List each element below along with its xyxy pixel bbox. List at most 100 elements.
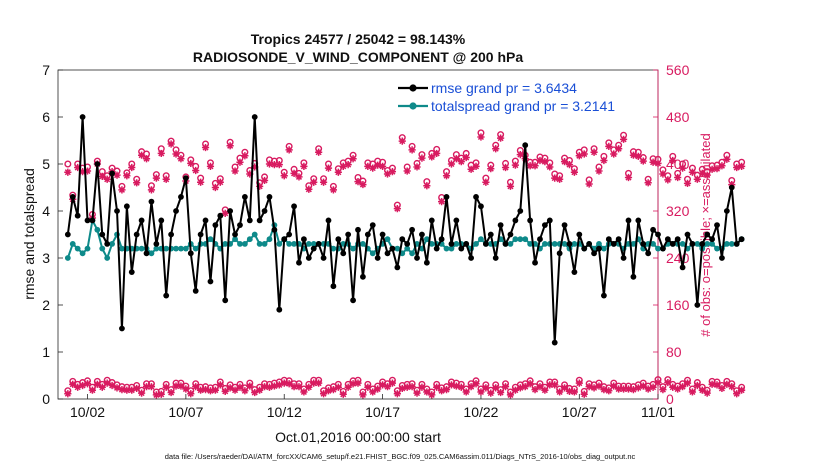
rmse-point (537, 236, 543, 243)
obs-assimilated-marker (226, 142, 234, 150)
obs-assimilated-marker (152, 174, 160, 182)
obs-assimilated-marker (659, 386, 667, 394)
obs-assimilated-marker (118, 186, 126, 194)
obs-assimilated-marker (629, 386, 638, 394)
obs-assimilated-marker (516, 384, 524, 392)
obs-assimilated-marker (241, 152, 249, 160)
spread-point (360, 241, 366, 247)
obs-assimilated-marker (600, 156, 608, 165)
obs-assimilated-marker (526, 380, 534, 388)
rmse-point (389, 245, 396, 252)
rmse-point (463, 241, 470, 247)
rmse-point (674, 236, 681, 243)
x-tick-label: 10/22 (463, 404, 498, 420)
spread-point (276, 241, 283, 247)
obs-assimilated-marker (619, 135, 628, 143)
obs-assimilated-marker (565, 160, 574, 169)
spread-point (453, 241, 460, 247)
footer-data-file: data file: /Users/raeder/DAI/ATM_forcXX/… (165, 452, 636, 461)
rmse-point (728, 184, 735, 191)
obs-assimilated-marker (723, 155, 731, 163)
obs-assimilated-marker (438, 198, 446, 206)
spread-point (222, 241, 229, 247)
obs-assimilated-marker (713, 165, 721, 173)
rmse-point (478, 203, 484, 210)
obs-assimilated-marker (669, 156, 677, 165)
spread-point (119, 245, 125, 252)
obs-assimilated-marker (319, 178, 328, 186)
chart-title: Tropics 24577 / 25042 = 98.143% (251, 31, 466, 47)
obs-assimilated-marker (78, 381, 87, 390)
rmse-point (301, 236, 307, 243)
rmse-point (704, 231, 711, 238)
obs-assimilated-marker (536, 383, 544, 391)
spread-point (522, 236, 529, 243)
rmse-point (89, 217, 96, 224)
obs-assimilated-marker (329, 386, 338, 394)
rmse-point (69, 194, 76, 200)
rmse-point (615, 236, 622, 243)
obs-assimilated-marker (511, 386, 519, 394)
obs-assimilated-marker (280, 379, 288, 387)
obs-assimilated-marker (688, 168, 697, 176)
obs-assimilated-marker (246, 170, 254, 178)
obs-assimilated-marker (88, 386, 97, 394)
x-axis: 10/02 10/07 10/12 10/17 10/22 10/27 11/01 (70, 394, 675, 420)
y-left-tick-label: 4 (42, 203, 50, 219)
obs-assimilated-marker (383, 383, 392, 391)
obs-assimilated-marker (452, 382, 460, 390)
obs-assimilated-marker (378, 162, 387, 170)
obs-assimilated-marker (624, 385, 633, 393)
rmse-point (271, 226, 278, 233)
obs-assimilated-marker (216, 178, 224, 186)
obs-assimilated-marker (531, 386, 539, 394)
rmse-point (591, 250, 597, 257)
rmse-point (645, 250, 652, 257)
obs-assimilated-marker (674, 385, 682, 393)
spread-point (182, 245, 189, 252)
obs-assimilated-marker (216, 381, 224, 389)
rmse-point (482, 241, 489, 247)
obs-assimilated-marker (349, 155, 357, 163)
y-right-tick-label: 160 (666, 297, 690, 313)
obs-assimilated-marker (310, 178, 318, 186)
obs-assimilated-marker (501, 383, 510, 391)
rmse-point (123, 203, 130, 210)
rmse-point (699, 241, 706, 247)
obs-assimilated-marker (575, 152, 583, 160)
rmse-point (684, 231, 691, 238)
rmse-point (119, 325, 125, 332)
obs-assimilated-marker (305, 185, 313, 193)
rmse-point (261, 208, 268, 214)
y-left-tick-label: 5 (42, 156, 50, 172)
rmse-point (178, 194, 184, 200)
obs-assimilated-marker (649, 383, 657, 391)
obs-assimilated-marker (531, 162, 539, 170)
obs-assimilated-marker (447, 381, 456, 389)
spread-point (291, 241, 297, 247)
rmse-point (187, 250, 194, 257)
obs-assimilated-marker (678, 383, 687, 391)
rmse-point (409, 226, 415, 233)
obs-assimilated-marker (644, 179, 652, 187)
obs-assimilated-marker (624, 173, 633, 182)
y-right-tick-label: 480 (666, 109, 690, 125)
obs-assimilated-marker (157, 390, 165, 398)
obs-assimilated-marker (64, 168, 72, 176)
obs-assimilated-marker (590, 384, 598, 392)
spread-point (384, 236, 391, 243)
obs-assimilated-marker (728, 383, 736, 391)
obs-assimilated-marker (428, 391, 436, 399)
rmse-point (99, 231, 106, 238)
rmse-point (404, 241, 411, 247)
obs-assimilated-marker (678, 164, 687, 172)
obs-assimilated-marker (206, 387, 215, 395)
obs-assimilated-marker (206, 162, 215, 170)
obs-assimilated-marker (703, 389, 711, 397)
obs-assimilated-marker (418, 154, 426, 162)
spread-point (428, 241, 435, 247)
rmse-point (428, 217, 435, 224)
rmse-point (541, 222, 548, 229)
rmse-point (596, 245, 602, 252)
rmse-point (355, 226, 361, 233)
